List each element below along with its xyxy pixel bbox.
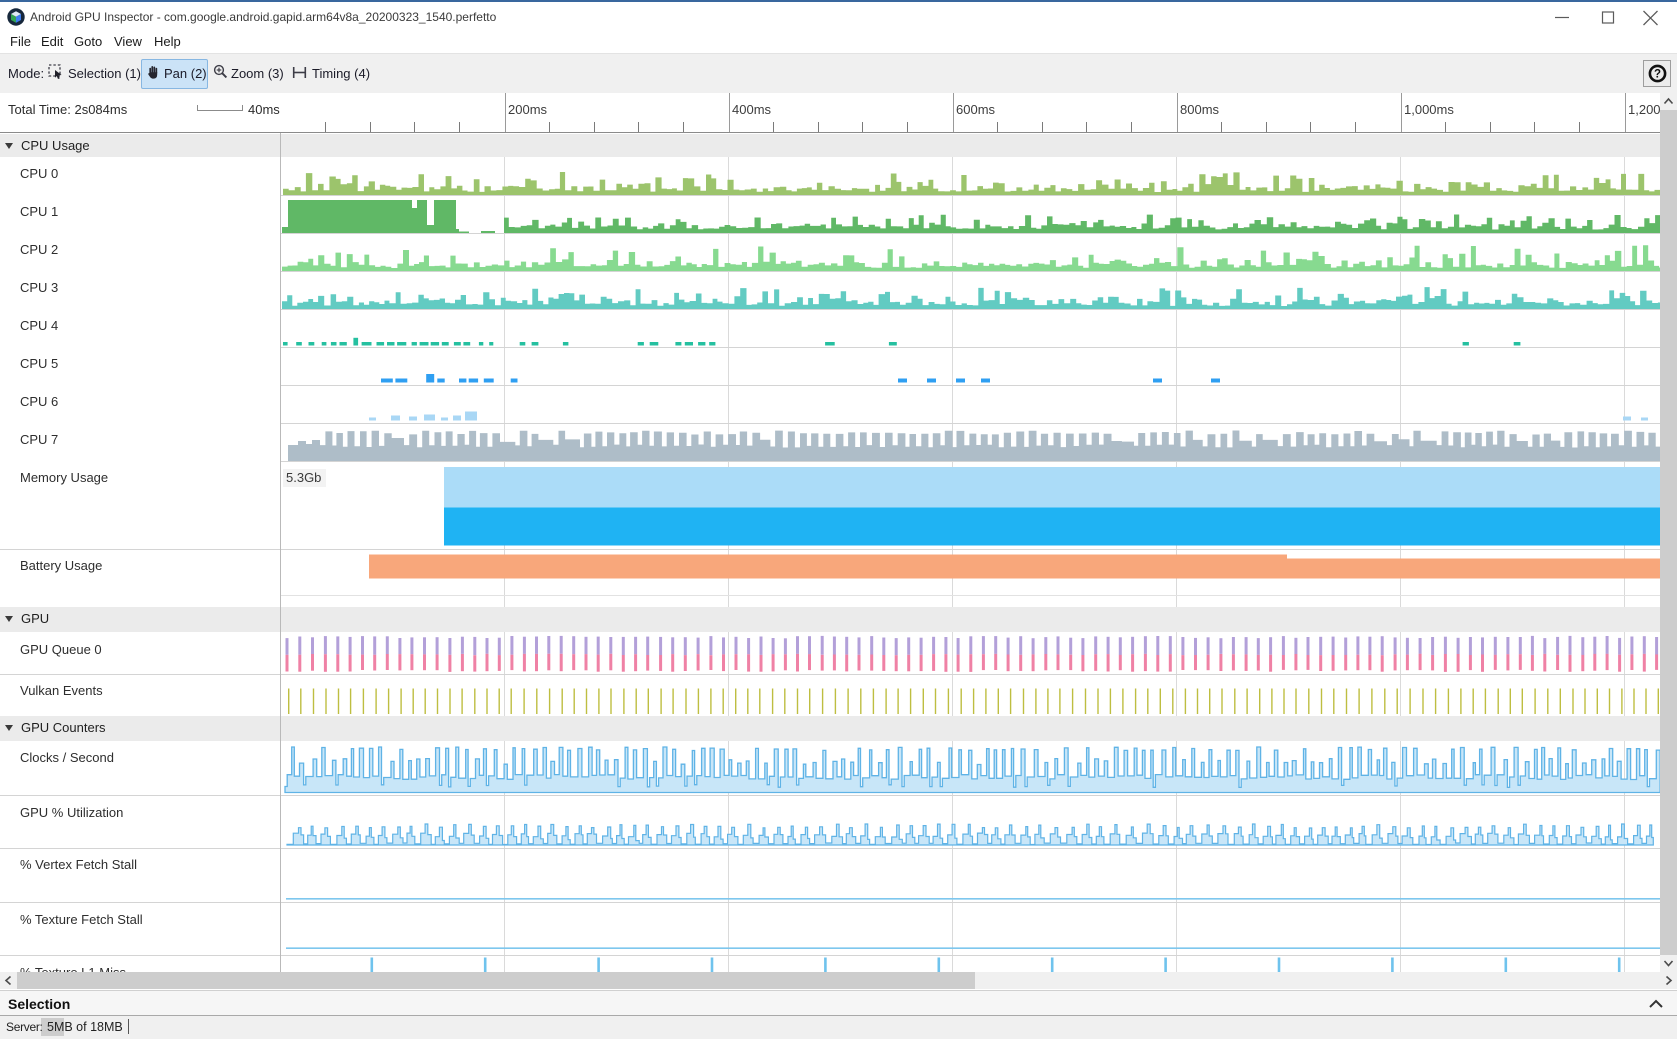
svg-text:?: ? <box>1654 69 1661 81</box>
